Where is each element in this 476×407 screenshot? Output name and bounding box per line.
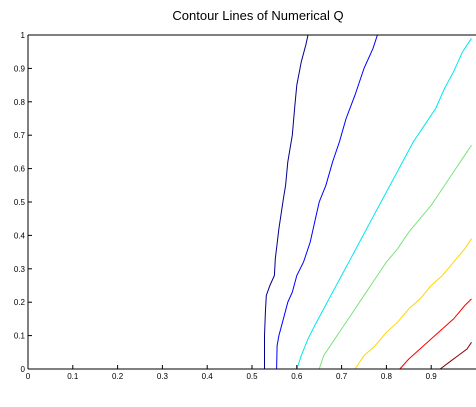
x-tick-label: 0.1 [67,372,79,381]
contour-line-1 [264,34,309,369]
chart-title: Contour Lines of Numerical Q [172,8,343,23]
x-tick-label: 0.8 [381,372,393,381]
x-tick-label: 0.5 [246,372,258,381]
y-tick-label: 0.6 [14,165,26,174]
x-tick-label: 0.6 [291,372,303,381]
x-tick-label: 0.7 [336,372,348,381]
contour-lines [264,34,472,370]
y-tick-label: 1 [21,31,26,40]
y-tick-label: 0.3 [14,265,26,274]
contour-line-2 [276,34,378,370]
x-tick-label: 0.3 [157,372,169,381]
y-tick-label: 0.2 [14,298,26,307]
contour-line-4 [318,144,472,370]
contour-line-3 [296,38,472,370]
contour-line-7 [439,342,472,370]
y-tick-label: 0 [21,365,26,374]
y-axis-ticks: 0 0.1 0.2 0.3 0.4 0.5 0.6 0.7 0.8 0.9 1 [14,31,32,374]
y-tick-label: 0.4 [14,231,26,240]
y-tick-label: 0.7 [14,131,26,140]
y-tick-label: 0.5 [14,198,26,207]
x-tick-label: 0.9 [426,372,438,381]
x-tick-label: 0 [26,372,31,381]
x-axis-ticks: 0 0.1 0.2 0.3 0.4 0.5 0.6 0.7 0.8 0.9 [26,365,438,381]
y-tick-label: 0.9 [14,64,26,73]
y-tick-label: 0.1 [14,332,26,341]
contour-line-6 [399,298,472,370]
x-tick-label: 0.4 [202,372,214,381]
y-tick-label: 0.8 [14,98,26,107]
contour-line-5 [354,238,472,370]
x-tick-label: 0.2 [112,372,124,381]
